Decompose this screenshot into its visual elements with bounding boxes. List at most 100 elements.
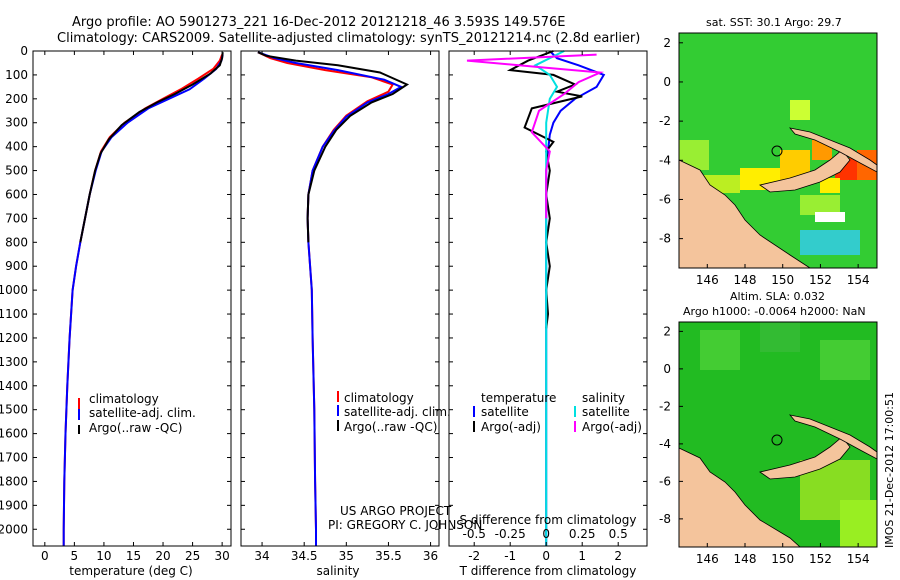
x-tick-label: -2 <box>468 549 480 563</box>
sst-map-title: sat. SST: 30.1 Argo: 29.7 <box>706 16 842 29</box>
map-y-tick-label: -8 <box>659 512 671 526</box>
x-tick-label: 35.5 <box>375 549 402 563</box>
map-x-tick-label: 150 <box>771 552 794 566</box>
x-tick-label: 0 <box>41 549 49 563</box>
depth-tick-label: 1200 <box>0 331 28 345</box>
title-line-2: Climatology: CARS2009. Satellite-adjuste… <box>57 31 640 46</box>
legend-t-satellite: satellite <box>481 405 529 419</box>
map-x-tick-label: 146 <box>696 552 719 566</box>
x-tick-label: 35 <box>339 549 354 563</box>
depth-tick-label: 1100 <box>0 307 28 321</box>
map-x-tick-label: 150 <box>771 273 794 287</box>
x-tick-label: 10 <box>96 549 111 563</box>
map-y-tick-label: -6 <box>659 192 671 206</box>
sla-land-newbritain <box>759 436 851 480</box>
depth-tick-label: 0 <box>20 44 28 58</box>
series-argo-raw-qc- <box>257 51 410 243</box>
map-x-tick-label: 146 <box>696 273 719 287</box>
argo-position-marker <box>771 145 783 157</box>
series-s-satellite <box>533 50 565 546</box>
series-satellite-adj-clim- <box>62 54 224 546</box>
sla-patches <box>700 322 877 547</box>
x-tick-label: 20 <box>155 549 170 563</box>
salinity-legend: climatology satellite-adj. clim. Argo(..… <box>337 391 451 434</box>
legend-t-argo: Argo(-adj) <box>481 420 541 434</box>
depth-tick-label: 1500 <box>0 403 28 417</box>
depth-tick-label: 100 <box>5 68 28 82</box>
x-top-tick-label: 0 <box>542 527 550 541</box>
legend-temperature-title: temperature <box>481 391 556 405</box>
map-y-tick-label: -4 <box>659 437 671 451</box>
depth-tick-label: 900 <box>5 259 28 273</box>
x-tick-label: -1 <box>504 549 516 563</box>
series-satellite-adj-clim- <box>257 51 404 546</box>
x-tick-label: 30 <box>214 549 229 563</box>
legend-argo: Argo(..raw -QC) <box>89 421 182 435</box>
sst-land-newbritain <box>759 149 851 193</box>
salinity-panel: 34 34.5 35 35.5 36 salinity climatology sate… <box>240 50 482 578</box>
map-y-tick-label: 0 <box>663 362 671 376</box>
x-tick-label: 36 <box>423 549 438 563</box>
depth-tick-label: 1600 <box>0 427 28 441</box>
salinity-xlabel: salinity <box>316 564 359 578</box>
depth-tick-label: 200 <box>5 92 28 106</box>
map-y-tick-label: -2 <box>659 399 671 413</box>
legend-satellite-adj: satellite-adj. clim. <box>344 405 451 419</box>
x-tick-label: 34 <box>254 549 269 563</box>
depth-tick-label: 1800 <box>0 474 28 488</box>
x-tick-label: 25 <box>185 549 200 563</box>
depth-tick-label: 1400 <box>0 379 28 393</box>
depth-tick-label: 1000 <box>0 283 28 297</box>
series-argo-raw-qc- <box>79 52 224 243</box>
sla-map-title-1: Altim. SLA: 0.032 <box>730 290 825 303</box>
legend-satellite-adj: satellite-adj. clim. <box>89 406 196 420</box>
salinity-axes-frame <box>240 50 440 547</box>
credit-line-2: PI: GREGORY C. JOHNSON <box>328 518 482 532</box>
map-x-tick-label: 148 <box>734 273 757 287</box>
difference-axes-frame <box>448 50 648 547</box>
difference-panel: -2 -1 0 1 2 -0.5 -0.25 0 0.25 0.5 S difference fr… <box>448 50 648 578</box>
temperature-axes-frame <box>32 50 232 547</box>
depth-tick-label: 800 <box>5 235 28 249</box>
map-y-tick-label: 2 <box>663 36 671 50</box>
series-climatology <box>257 51 395 546</box>
legend-climatology: climatology <box>344 391 414 405</box>
x-top-tick-label: -0.5 <box>462 527 485 541</box>
temperature-xlabel: temperature (deg C) <box>69 564 192 578</box>
x-tick-label: 34.5 <box>291 549 318 563</box>
depth-tick-label: 600 <box>5 187 28 201</box>
sst-map: sat. SST: 30.1 Argo: 29.7 146 148 150 152 15… <box>659 16 878 287</box>
legend-climatology: climatology <box>89 392 159 406</box>
series-climatology <box>62 54 224 546</box>
depth-tick-label: 1900 <box>0 498 28 512</box>
map-x-tick-label: 152 <box>809 273 832 287</box>
series-s-argo-adj- <box>466 53 605 219</box>
map-x-tick-label: 148 <box>734 552 757 566</box>
depth-tick-label: 2000 <box>0 522 28 536</box>
credit-line-1: US ARGO PROJECT <box>340 504 452 518</box>
temperature-panel: 0 5 10 15 20 25 30 010020030040050060070080090… <box>0 44 647 578</box>
legend-s-argo: Argo(-adj) <box>582 420 642 434</box>
depth-tick-label: 400 <box>5 140 28 154</box>
difference-legend: temperature salinity satellite Argo(-adj… <box>473 391 642 434</box>
map-y-tick-label: 0 <box>663 75 671 89</box>
map-y-tick-label: -4 <box>659 153 671 167</box>
map-x-tick-label: 154 <box>847 273 870 287</box>
legend-salinity-title: salinity <box>582 391 625 405</box>
x-tick-label: 15 <box>126 549 141 563</box>
x-tick-label: 5 <box>71 549 79 563</box>
map-y-tick-label: 2 <box>663 324 671 338</box>
map-y-tick-label: -2 <box>659 114 671 128</box>
series-t-satellite <box>545 50 606 546</box>
series-t-argo-adj- <box>506 50 583 329</box>
difference-xlabel-bottom: T difference from climatology <box>459 564 637 578</box>
depth-tick-label: 700 <box>5 211 28 225</box>
map-y-tick-label: -8 <box>659 232 671 246</box>
depth-tick-label: 1700 <box>0 451 28 465</box>
x-top-tick-label: -0.25 <box>495 527 526 541</box>
depth-tick-label: 300 <box>5 116 28 130</box>
side-label: IMOS 21-Dec-2012 17:00:51 <box>883 392 896 548</box>
sla-map: Altim. SLA: 0.032 Argo h1000: -0.0064 h2… <box>659 290 878 566</box>
map-y-tick-label: -6 <box>659 474 671 488</box>
